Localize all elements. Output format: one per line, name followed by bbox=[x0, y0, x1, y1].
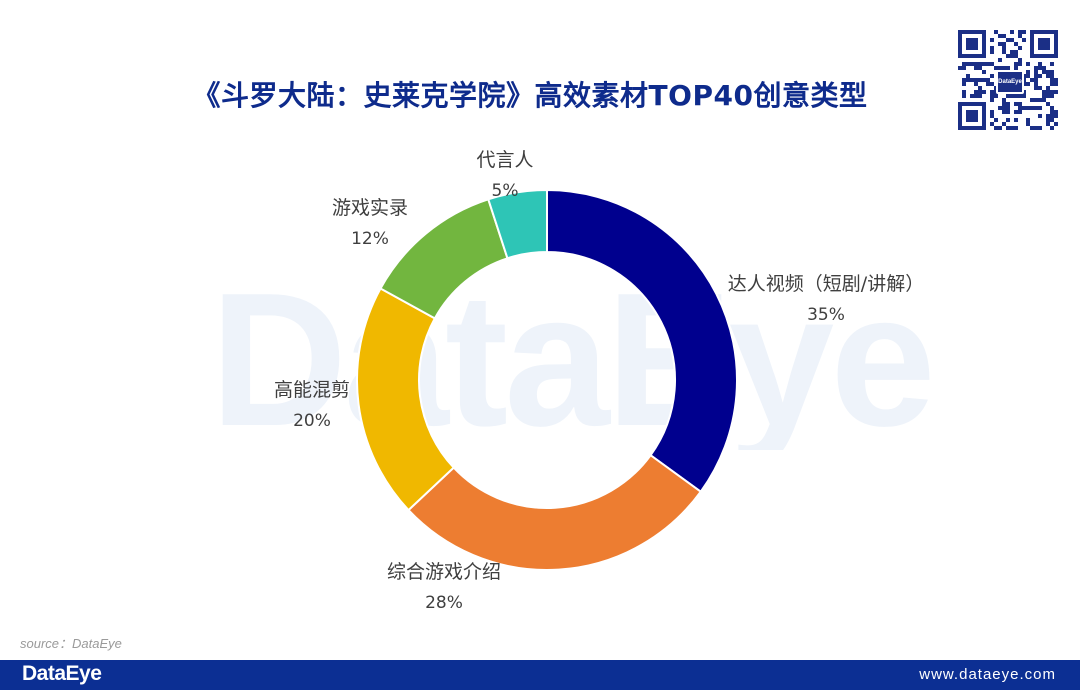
footer-brand-logo: DataEye bbox=[22, 662, 102, 685]
chart-title: 《斗罗大陆：史莱克学院》高效素材TOP40创意类型 bbox=[192, 79, 868, 112]
slice-label-1: 综合游戏介绍 bbox=[387, 561, 501, 583]
slice-label-0: 达人视频（短剧/讲解） bbox=[728, 273, 924, 295]
source-note: source：DataEye bbox=[20, 636, 122, 651]
slice-0 bbox=[546, 188, 738, 494]
watermark-logo: DataEye bbox=[210, 270, 936, 450]
slice-1 bbox=[407, 453, 703, 571]
slice-value-label-3: 12% bbox=[351, 229, 389, 249]
qr-code bbox=[958, 30, 1058, 130]
footer-url[interactable]: www.dataeye.com bbox=[919, 666, 1056, 683]
slice-label-3: 游戏实录 bbox=[332, 197, 408, 219]
slice-value-label-4: 5% bbox=[492, 181, 519, 201]
slice-value-label-0: 35% bbox=[807, 305, 845, 325]
slice-4 bbox=[487, 188, 548, 260]
slice-label-2: 高能混剪 bbox=[274, 379, 350, 401]
slice-2 bbox=[356, 287, 456, 512]
slice-label-4: 代言人 bbox=[476, 149, 533, 171]
slice-value-label-2: 20% bbox=[293, 411, 331, 431]
slice-value-label-1: 28% bbox=[425, 593, 463, 613]
qr-logo: DataEye bbox=[996, 70, 1024, 94]
footer-bar: DataEye www.dataeye.com bbox=[0, 660, 1080, 690]
